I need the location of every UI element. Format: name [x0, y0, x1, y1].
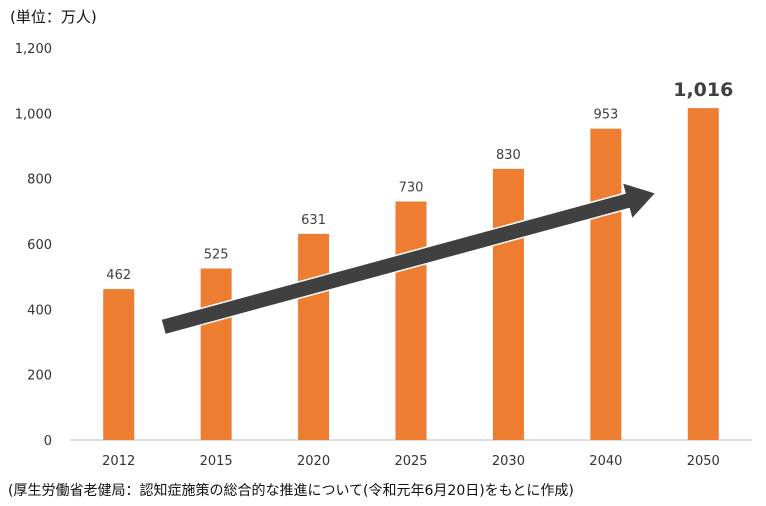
trend-arrow-icon: [160, 181, 657, 336]
y-tick-label: 800: [27, 173, 52, 188]
data-label-2025: 730: [399, 181, 424, 196]
y-axis-ticks: 0 200 400 600 800 1,000 1,200: [15, 42, 52, 449]
unit-label: (単位：万人): [10, 8, 97, 26]
bar-2030: [492, 168, 524, 440]
data-label-2012: 462: [106, 268, 131, 283]
x-tick-label: 2020: [297, 454, 330, 469]
y-tick-label: 0: [44, 434, 52, 449]
x-tick-label: 2040: [589, 454, 622, 469]
y-tick-label: 600: [27, 238, 52, 253]
bar-2040: [590, 128, 622, 441]
bars: [103, 108, 719, 441]
x-tick-label: 2015: [200, 454, 233, 469]
x-tick-label: 2050: [687, 454, 720, 469]
x-axis-ticks: 2012 2015 2020 2025 2030 2040 2050: [102, 454, 720, 469]
x-tick-label: 2025: [394, 454, 427, 469]
bar-2020: [298, 233, 330, 440]
bar-2025: [395, 201, 427, 440]
data-label-2050: 1,016: [673, 79, 733, 101]
y-tick-label: 1,200: [15, 42, 52, 57]
data-labels: 462 525 631 730 830 953 1,016: [106, 79, 733, 283]
data-label-2015: 525: [204, 248, 229, 263]
y-tick-label: 1,000: [15, 107, 52, 122]
data-label-2020: 631: [301, 213, 326, 228]
bar-2015: [200, 268, 232, 440]
y-tick-label: 400: [27, 303, 52, 318]
bar-2050: [687, 108, 719, 441]
bar-2012: [103, 289, 135, 440]
data-label-2040: 953: [593, 108, 618, 123]
x-tick-label: 2030: [492, 454, 525, 469]
source-note: (厚生労働省老健局：認知症施策の総合的な推進について(令和元年6月20日)をもと…: [8, 483, 574, 499]
data-label-2030: 830: [496, 148, 521, 163]
x-tick-label: 2012: [102, 454, 135, 469]
y-tick-label: 200: [27, 369, 52, 384]
